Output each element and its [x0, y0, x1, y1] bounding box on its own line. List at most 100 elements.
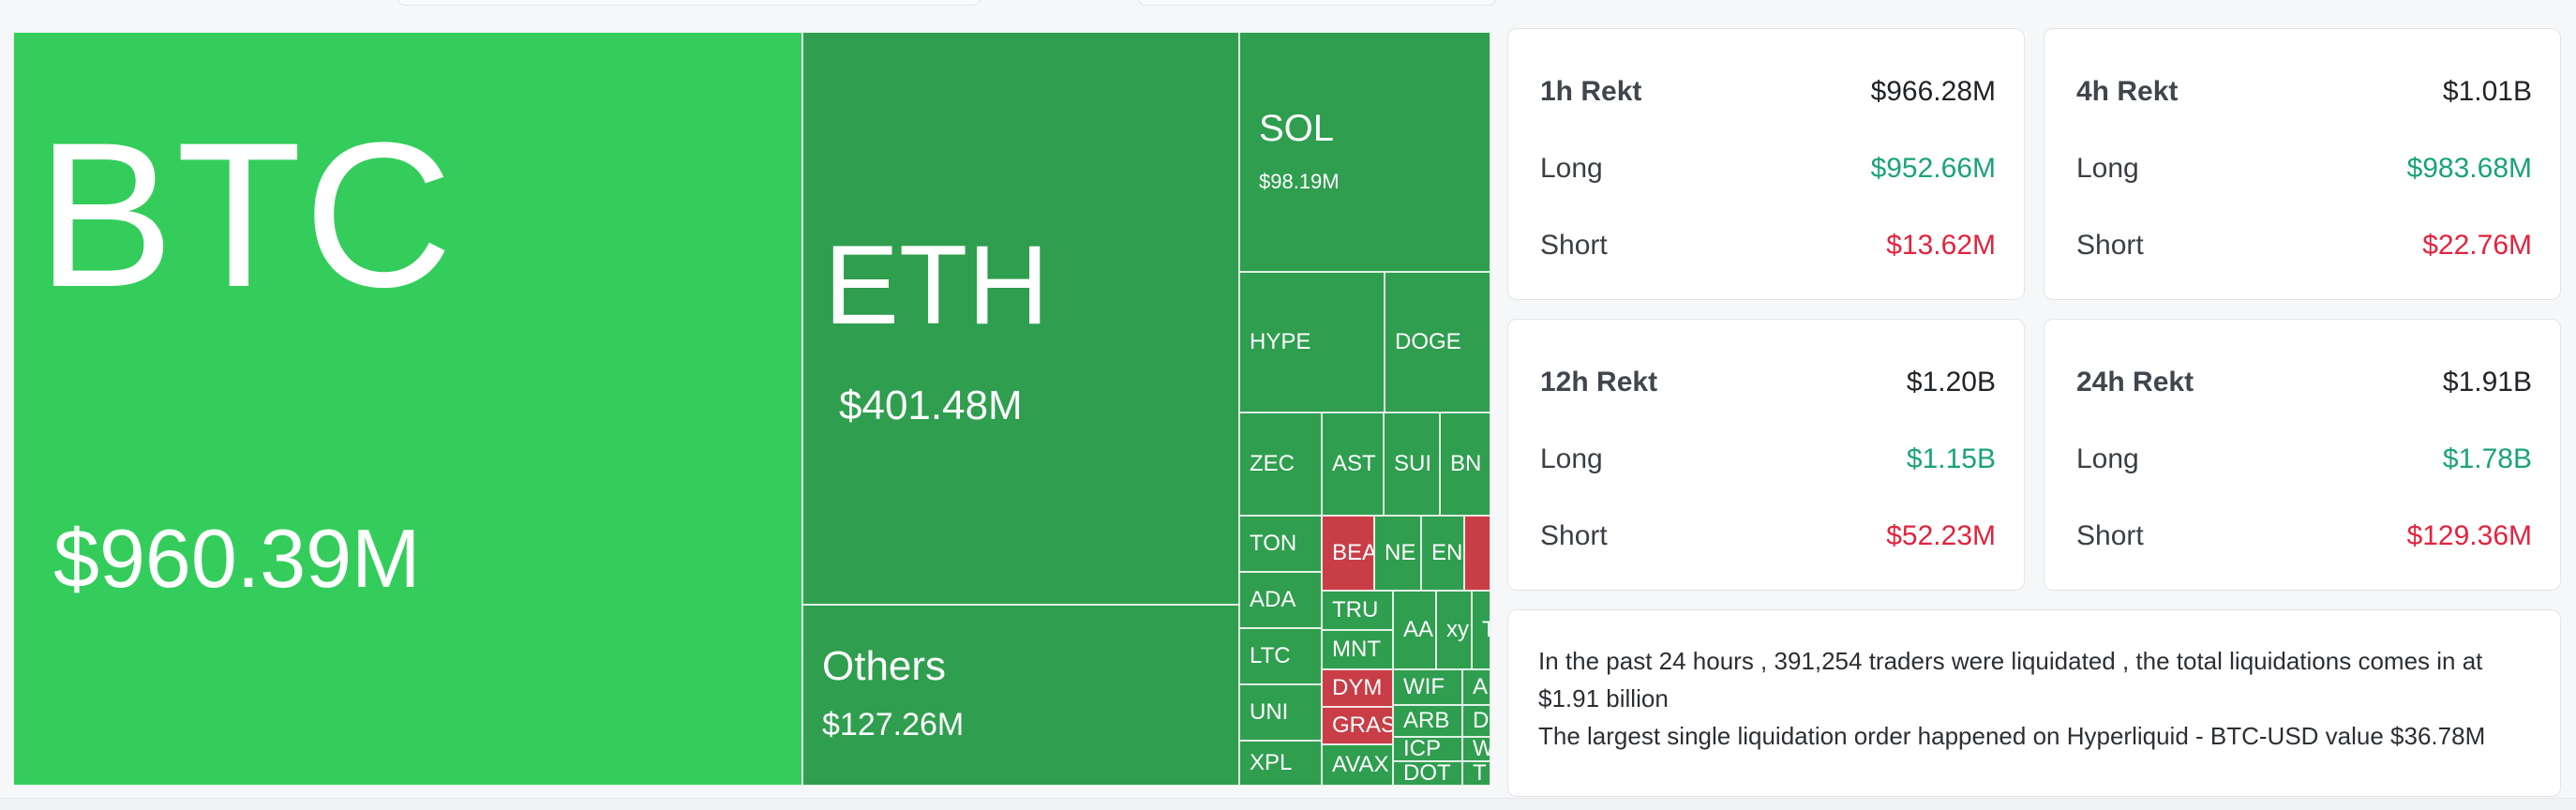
treemap-tile-btc[interactable]: BTC $960.39M: [13, 32, 802, 786]
tile-value: $98.19M: [1259, 170, 1340, 193]
tile-symbol: W: [1473, 738, 1490, 760]
short-value: $13.62M: [1886, 230, 1996, 261]
long-value: $952.66M: [1870, 153, 1996, 184]
treemap-tile-dym[interactable]: DYM: [1322, 669, 1393, 707]
tile-symbol: EN: [1431, 540, 1463, 565]
tile-symbol: Others: [822, 643, 947, 689]
tile-symbol: TRU: [1332, 597, 1379, 622]
tile-symbol: SOL: [1259, 108, 1335, 149]
bottom-section-edge: [0, 798, 2576, 810]
tile-symbol: TON: [1250, 531, 1297, 556]
tile-symbol: LTC: [1250, 643, 1291, 668]
treemap-tile-w1[interactable]: W: [1462, 737, 1490, 761]
card-long-row: Long $952.66M: [1540, 153, 1996, 185]
treemap-tile-avax[interactable]: AVAX: [1322, 744, 1393, 786]
rekt-card-4h: 4h Rekt $1.01B Long $983.68M Short $22.7…: [2044, 28, 2561, 300]
rekt-card-12h: 12h Rekt $1.20B Long $1.15B Short $52.23…: [1507, 319, 2025, 591]
rekt-card-1h: 1h Rekt $966.28M Long $952.66M Short $13…: [1507, 28, 2025, 300]
card-total: $966.28M: [1870, 76, 1996, 107]
treemap-tile-ada[interactable]: ADA: [1239, 572, 1322, 628]
tile-symbol: WIF: [1403, 674, 1445, 699]
card-title: 1h Rekt: [1540, 76, 1642, 107]
short-value: $52.23M: [1886, 520, 1996, 551]
tile-symbol: ETH: [824, 222, 1049, 348]
card-short-row: Short $52.23M: [1540, 520, 1996, 552]
card-header: 4h Rekt $1.01B: [2076, 76, 2532, 108]
treemap-tile-bea[interactable]: BEA: [1322, 516, 1374, 591]
treemap-tile-t1[interactable]: T: [1472, 591, 1490, 669]
treemap-tile-gras[interactable]: GRAS: [1322, 707, 1393, 744]
treemap-tile-xpl[interactable]: XPL: [1239, 741, 1322, 786]
treemap-tile-ast[interactable]: AST: [1322, 412, 1384, 516]
treemap-tile-red-small[interactable]: [1464, 516, 1490, 591]
treemap-tile-ne[interactable]: NE: [1374, 516, 1421, 591]
card-title: 4h Rekt: [2076, 76, 2179, 107]
long-label: Long: [2076, 443, 2139, 474]
tile-symbol: BEA: [1332, 540, 1374, 565]
tile-symbol: AVAX: [1332, 752, 1389, 777]
treemap-tile-eth[interactable]: ETH $401.48M: [802, 32, 1239, 605]
treemap-tile-sol[interactable]: SOL $98.19M: [1239, 32, 1490, 272]
treemap-tile-ton[interactable]: TON: [1239, 516, 1322, 572]
summary-line-2: The largest single liquidation order hap…: [1538, 722, 2486, 750]
treemap-tile-t2[interactable]: T: [1462, 761, 1490, 786]
card-total: $1.20B: [1906, 367, 1996, 398]
tile-symbol: AA: [1403, 617, 1434, 642]
treemap-tile-xy[interactable]: xy: [1436, 591, 1472, 669]
card-title: 12h Rekt: [1540, 367, 1658, 398]
treemap-tile-hype[interactable]: HYPE: [1239, 272, 1385, 412]
tile-symbol: A: [1473, 674, 1489, 699]
treemap-tile-uni[interactable]: UNI: [1239, 684, 1322, 741]
treemap-tile-wif[interactable]: WIF: [1393, 669, 1462, 705]
card-title: 24h Rekt: [2076, 367, 2194, 398]
treemap-tile-zec[interactable]: ZEC: [1239, 412, 1322, 516]
short-label: Short: [2076, 520, 2144, 551]
top-control-pill: [1138, 0, 1496, 6]
treemap-tile-ltc[interactable]: LTC: [1239, 628, 1322, 684]
card-header: 24h Rekt $1.91B: [2076, 367, 2532, 398]
liquidation-treemap: BTC $960.39M ETH $401.48M Others $127.26…: [13, 32, 1490, 786]
tile-symbol: ICP: [1403, 737, 1442, 761]
tile-symbol: SUI: [1394, 451, 1432, 476]
treemap-tile-arb[interactable]: ARB: [1393, 705, 1462, 737]
treemap-tile-d1[interactable]: D: [1462, 705, 1490, 737]
card-long-row: Long $1.15B: [1540, 443, 1996, 475]
treemap-tile-a2[interactable]: A: [1462, 669, 1490, 705]
long-label: Long: [1540, 443, 1603, 474]
tile-symbol: ZEC: [1250, 451, 1295, 476]
long-value: $983.68M: [2406, 153, 2532, 184]
tile-symbol: GRAS: [1332, 712, 1393, 738]
tile-symbol: UNI: [1250, 699, 1289, 725]
long-value: $1.15B: [1906, 443, 1996, 474]
treemap-tile-mnt[interactable]: MNT: [1322, 630, 1393, 669]
card-long-row: Long $1.78B: [2076, 443, 2532, 475]
tile-symbol: D: [1473, 708, 1490, 733]
treemap-tile-sui[interactable]: SUI: [1384, 412, 1440, 516]
liquidation-summary: In the past 24 hours , 391,254 traders w…: [1507, 609, 2561, 797]
tile-symbol: DOGE: [1395, 329, 1461, 354]
treemap-tile-aa[interactable]: AA: [1393, 591, 1436, 669]
treemap-tile-icp[interactable]: ICP: [1393, 737, 1462, 761]
treemap-tile-doge[interactable]: DOGE: [1385, 272, 1490, 412]
tile-value: $960.39M: [53, 512, 421, 605]
card-long-row: Long $983.68M: [2076, 153, 2532, 185]
tile-symbol: MNT: [1332, 637, 1381, 662]
tile-symbol: BTC: [37, 99, 455, 330]
card-short-row: Short $22.76M: [2076, 230, 2532, 262]
treemap-tile-dot[interactable]: DOT: [1393, 761, 1462, 786]
long-label: Long: [1540, 153, 1603, 184]
treemap-tile-others[interactable]: Others $127.26M: [802, 605, 1239, 786]
treemap-tile-en[interactable]: EN: [1421, 516, 1464, 591]
summary-line-1: In the past 24 hours , 391,254 traders w…: [1538, 647, 2483, 712]
tile-symbol: DYM: [1332, 675, 1383, 700]
card-total: $1.91B: [2442, 367, 2532, 398]
rekt-card-24h: 24h Rekt $1.91B Long $1.78B Short $129.3…: [2044, 319, 2561, 591]
tile-symbol: XPL: [1250, 750, 1293, 775]
short-label: Short: [1540, 520, 1608, 551]
tile-symbol: T: [1473, 761, 1487, 786]
tile-symbol: BN: [1450, 451, 1482, 476]
tile-symbol: AST: [1332, 451, 1376, 476]
treemap-tile-bn[interactable]: BN: [1440, 412, 1490, 516]
card-header: 1h Rekt $966.28M: [1540, 76, 1996, 108]
treemap-tile-tru[interactable]: TRU: [1322, 591, 1393, 630]
